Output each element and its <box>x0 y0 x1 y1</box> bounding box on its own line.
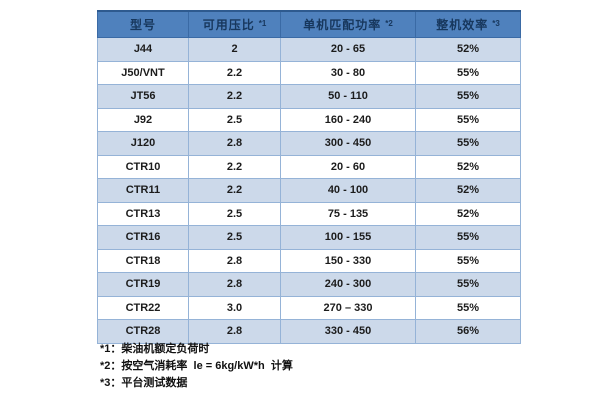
efficiency-cell: 55% <box>415 131 521 156</box>
power-range-cell: 300 - 450 <box>280 131 416 156</box>
pressure-ratio-cell: 2.5 <box>188 201 281 226</box>
column-header-label: 型号 <box>129 18 156 32</box>
column-header-pressure-ratio: 可用压比 *1 <box>188 10 281 38</box>
table-row: CTR13 2.5 75 - 135 52% <box>97 201 521 226</box>
model-cell: CTR18 <box>97 248 189 273</box>
footnote-marker: *3 <box>492 19 500 28</box>
model-cell: JT56 <box>97 84 189 109</box>
power-range-cell: 330 - 450 <box>280 319 416 344</box>
pressure-ratio-cell: 2.2 <box>188 60 281 85</box>
table-row: J120 2.8 300 - 450 55% <box>97 131 521 156</box>
power-range-cell: 100 - 155 <box>280 225 416 250</box>
efficiency-cell: 55% <box>415 248 521 273</box>
footnotes: *1：柴油机额定负荷时 *2：按空气消耗率 le = 6kg/kW*h 计算 *… <box>100 341 293 392</box>
efficiency-cell: 52% <box>415 37 521 62</box>
power-range-cell: 270 – 330 <box>280 295 416 320</box>
footnote-1: *1：柴油机额定负荷时 <box>100 343 210 355</box>
column-header-label: 单机匹配功率 <box>303 18 382 32</box>
table-row: J50/VNT 2.2 30 - 80 55% <box>97 60 521 85</box>
table-header-row: 型号 可用压比 *1 单机匹配功率 *2 整机效率 *3 <box>97 10 521 38</box>
model-cell: J44 <box>97 37 189 62</box>
pressure-ratio-cell: 2.8 <box>188 272 281 297</box>
footnote-3: *3：平台测试数据 <box>100 377 188 389</box>
pressure-ratio-cell: 3.0 <box>188 295 281 320</box>
table-row: CTR16 2.5 100 - 155 55% <box>97 225 521 250</box>
table-row: CTR28 2.8 330 - 450 56% <box>97 319 521 344</box>
power-range-cell: 150 - 330 <box>280 248 416 273</box>
table-row: CTR18 2.8 150 - 330 55% <box>97 248 521 273</box>
model-cell: J92 <box>97 107 189 132</box>
efficiency-cell: 56% <box>415 319 521 344</box>
efficiency-cell: 52% <box>415 154 521 179</box>
pressure-ratio-cell: 2.5 <box>188 225 281 250</box>
table-row: CTR19 2.8 240 - 300 55% <box>97 272 521 297</box>
efficiency-cell: 55% <box>415 60 521 85</box>
pressure-ratio-cell: 2.8 <box>188 248 281 273</box>
table-row: CTR22 3.0 270 – 330 55% <box>97 295 521 320</box>
pressure-ratio-cell: 2.2 <box>188 154 281 179</box>
power-range-cell: 30 - 80 <box>280 60 416 85</box>
table-row: J44 2 20 - 65 52% <box>97 37 521 62</box>
column-header-label: 可用压比 <box>202 18 255 32</box>
model-cell: J120 <box>97 131 189 156</box>
table-row: CTR11 2.2 40 - 100 52% <box>97 178 521 203</box>
efficiency-cell: 55% <box>415 107 521 132</box>
footnote-2: *2：按空气消耗率 le = 6kg/kW*h 计算 <box>100 360 293 372</box>
power-range-cell: 20 - 65 <box>280 37 416 62</box>
efficiency-cell: 52% <box>415 178 521 203</box>
footnote-marker: *1 <box>258 19 267 28</box>
column-header-power-range: 单机匹配功率 *2 <box>280 10 416 38</box>
power-range-cell: 20 - 60 <box>280 154 416 179</box>
pressure-ratio-cell: 2.5 <box>188 107 281 132</box>
model-cell: CTR10 <box>97 154 189 179</box>
column-header-label: 整机效率 <box>436 18 489 32</box>
turbocharger-spec-table: 型号 可用压比 *1 单机匹配功率 *2 整机效率 *3 J44 2 20 - 65 52% J50… <box>97 10 521 344</box>
efficiency-cell: 55% <box>415 272 521 297</box>
pressure-ratio-cell: 2.8 <box>188 319 281 344</box>
model-cell: J50/VNT <box>97 60 189 85</box>
pressure-ratio-cell: 2.2 <box>188 178 281 203</box>
model-cell: CTR16 <box>97 225 189 250</box>
power-range-cell: 240 - 300 <box>280 272 416 297</box>
model-cell: CTR28 <box>97 319 189 344</box>
power-range-cell: 160 - 240 <box>280 107 416 132</box>
power-range-cell: 40 - 100 <box>280 178 416 203</box>
model-cell: CTR13 <box>97 201 189 226</box>
efficiency-cell: 52% <box>415 201 521 226</box>
power-range-cell: 75 - 135 <box>280 201 416 226</box>
pressure-ratio-cell: 2.8 <box>188 131 281 156</box>
table-row: CTR10 2.2 20 - 60 52% <box>97 154 521 179</box>
model-cell: CTR19 <box>97 272 189 297</box>
pressure-ratio-cell: 2.2 <box>188 84 281 109</box>
table-row: J92 2.5 160 - 240 55% <box>97 107 521 132</box>
power-range-cell: 50 - 110 <box>280 84 416 109</box>
efficiency-cell: 55% <box>415 225 521 250</box>
model-cell: CTR11 <box>97 178 189 203</box>
column-header-efficiency: 整机效率 *3 <box>415 10 521 38</box>
table-row: JT56 2.2 50 - 110 55% <box>97 84 521 109</box>
column-header-model: 型号 <box>97 10 189 38</box>
pressure-ratio-cell: 2 <box>188 37 281 62</box>
footnote-marker: *2 <box>385 19 393 28</box>
model-cell: CTR22 <box>97 295 189 320</box>
efficiency-cell: 55% <box>415 295 521 320</box>
efficiency-cell: 55% <box>415 84 521 109</box>
